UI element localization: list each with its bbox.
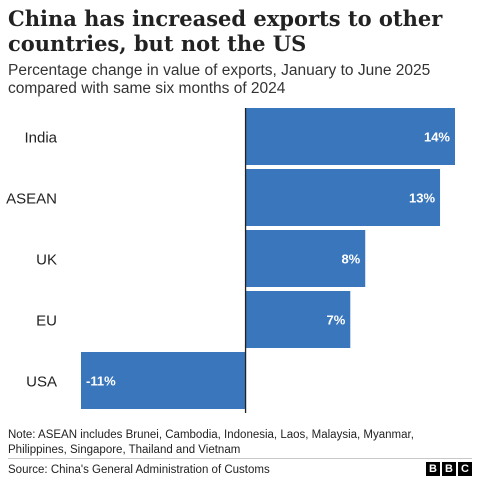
logo-letter-b1: B (426, 462, 440, 476)
category-label-uk: UK (36, 252, 57, 269)
bar-uk (245, 230, 366, 287)
footer-divider (8, 458, 472, 459)
category-label-eu: EU (36, 313, 57, 330)
category-label-india: India (24, 130, 57, 147)
bbc-logo: B B C (426, 462, 472, 476)
bar-india (245, 108, 455, 165)
logo-letter-c: C (458, 462, 472, 476)
data-label-uk: 8% (341, 252, 360, 267)
chart-subtitle: Percentage change in value of exports, J… (8, 62, 431, 97)
bar-usa (81, 352, 246, 409)
bar-asean (245, 169, 441, 226)
data-label-asean: 13% (409, 191, 435, 206)
category-label-usa: USA (26, 374, 57, 391)
chart-note: Note: ASEAN includes Brunei, Cambodia, I… (8, 429, 414, 456)
source-text: Source: China's General Administration o… (8, 464, 270, 476)
data-label-eu: 7% (326, 313, 345, 328)
bar-chart: 14% India 13% ASEAN 8% UK 7% EU -11% USA (6, 108, 455, 413)
chart-title: China has increased exports to other cou… (8, 6, 443, 56)
category-label-asean: ASEAN (6, 191, 57, 208)
data-label-india: 14% (424, 130, 450, 145)
logo-letter-b2: B (442, 462, 456, 476)
bar-eu (245, 291, 351, 348)
data-label-usa: -11% (86, 374, 116, 389)
